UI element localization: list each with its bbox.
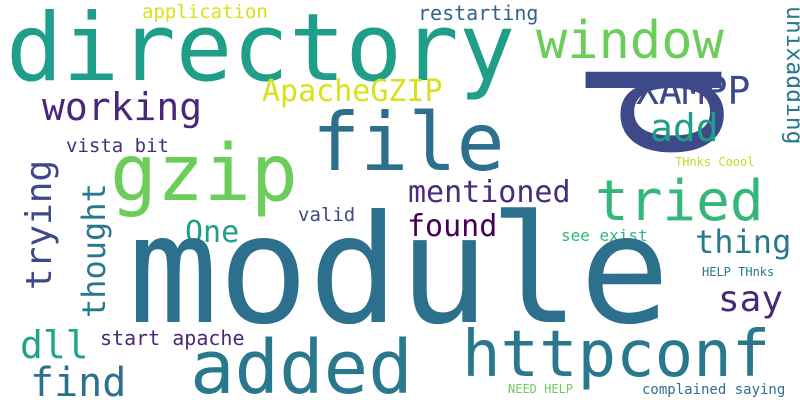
word-apachegzip: ApacheGZIP — [262, 74, 443, 109]
word-directory: directory — [6, 0, 515, 103]
word-xampp: XAMPP — [636, 69, 750, 113]
word-added: added — [190, 325, 413, 400]
word-restarting: restarting — [418, 1, 538, 25]
word-need-help: NEED HELP — [508, 382, 573, 396]
word-start-apache: start apache — [100, 326, 245, 350]
word-gzip: gzip — [110, 129, 298, 219]
word-application: application — [142, 1, 268, 23]
word-tried: tried — [595, 169, 764, 234]
word-found: found — [407, 209, 497, 244]
word-window: window — [536, 11, 725, 71]
word-valid: valid — [298, 204, 355, 226]
word-help-thnks: HELP THnks — [702, 265, 774, 279]
word-p: p — [580, 55, 789, 163]
word-complained-saying: complained saying — [642, 382, 785, 398]
word-working: working — [42, 85, 202, 129]
word-add: add — [650, 106, 719, 150]
word-vista-bit: vista bit — [66, 135, 169, 157]
word-one: One — [185, 215, 239, 250]
word-file: file — [312, 96, 505, 189]
word-mentioned: mentioned — [408, 175, 571, 210]
word-unixadding: unixadding — [781, 6, 800, 144]
word-thing: thing — [695, 223, 791, 261]
word-thought: thought — [75, 183, 113, 318]
word-httpconf: httpconf — [462, 318, 770, 392]
word-find: find — [30, 360, 126, 400]
word-trying: trying — [19, 160, 60, 290]
word-see-exist: see exist — [561, 226, 648, 245]
word-thnks-coool: THnks Coool — [675, 155, 754, 169]
word-say: say — [718, 279, 783, 320]
word-dll: dll — [20, 323, 89, 367]
word-module: module — [128, 184, 670, 358]
